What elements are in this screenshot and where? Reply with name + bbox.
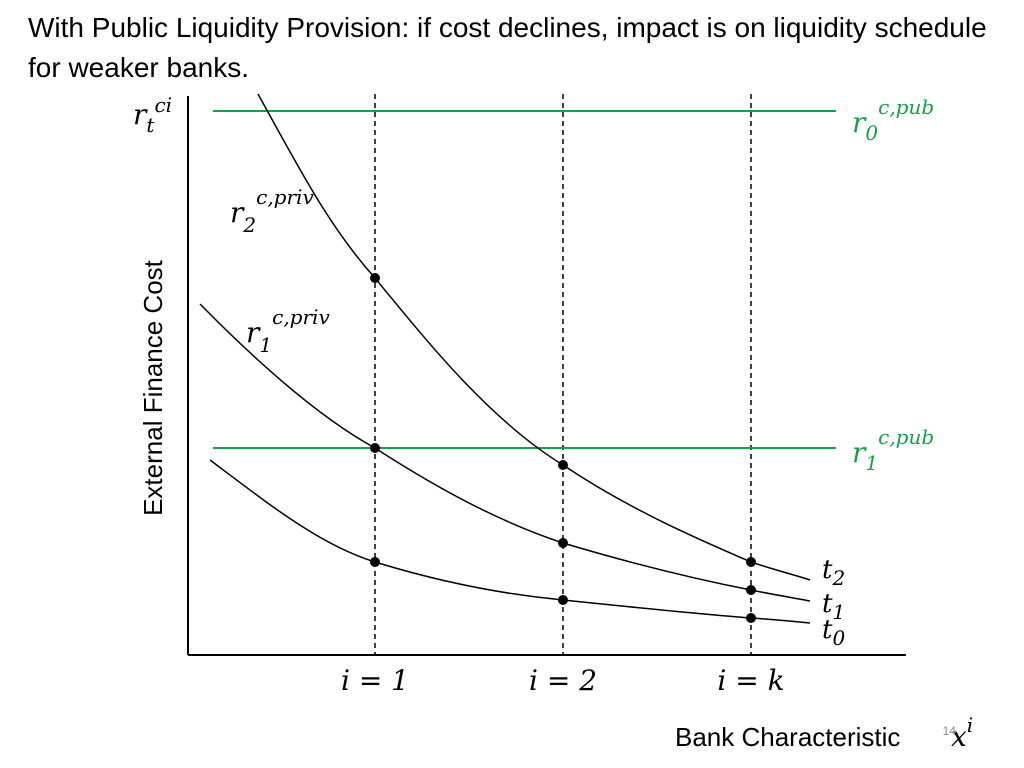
time-label-t2: t2 xyxy=(822,555,845,590)
point-t1-i2 xyxy=(558,538,568,548)
curve-t2 xyxy=(257,93,811,581)
point-t2-i1 xyxy=(370,273,380,283)
time-label-t1: t1 xyxy=(822,589,845,624)
curve-t0 xyxy=(209,459,811,624)
point-t1-i1 xyxy=(370,443,380,453)
curve-label-r1-priv: r1c,priv xyxy=(246,305,330,357)
point-t1-ik xyxy=(746,585,756,595)
y-axis-label: External Finance Cost xyxy=(138,259,168,516)
marker-label-i1: i = 1 xyxy=(341,664,409,697)
marker-label-ik: i = k xyxy=(717,664,784,697)
curve-label-r2-priv: r2c,priv xyxy=(230,185,314,237)
marker-label-i2: i = 2 xyxy=(529,664,597,697)
y-top-label: rtci xyxy=(133,93,172,137)
public-rate-label-r1: r1c,pub xyxy=(852,425,934,475)
public-rate-label-r0: r0c,pub xyxy=(852,95,934,145)
point-t2-ik xyxy=(746,557,756,567)
slide-title: With Public Liquidity Provision: if cost… xyxy=(28,12,987,83)
point-t2-i2 xyxy=(558,460,568,470)
curve-t1 xyxy=(199,303,811,602)
x-axis-label: Bank Characteristic xyxy=(675,722,900,752)
point-t0-i2 xyxy=(558,595,568,605)
x-axis-variable: xi xyxy=(951,713,973,753)
slide-number: 14 xyxy=(942,724,956,738)
point-t0-ik xyxy=(746,613,756,623)
point-t0-i1 xyxy=(370,557,380,567)
time-label-t0: t0 xyxy=(822,615,845,650)
